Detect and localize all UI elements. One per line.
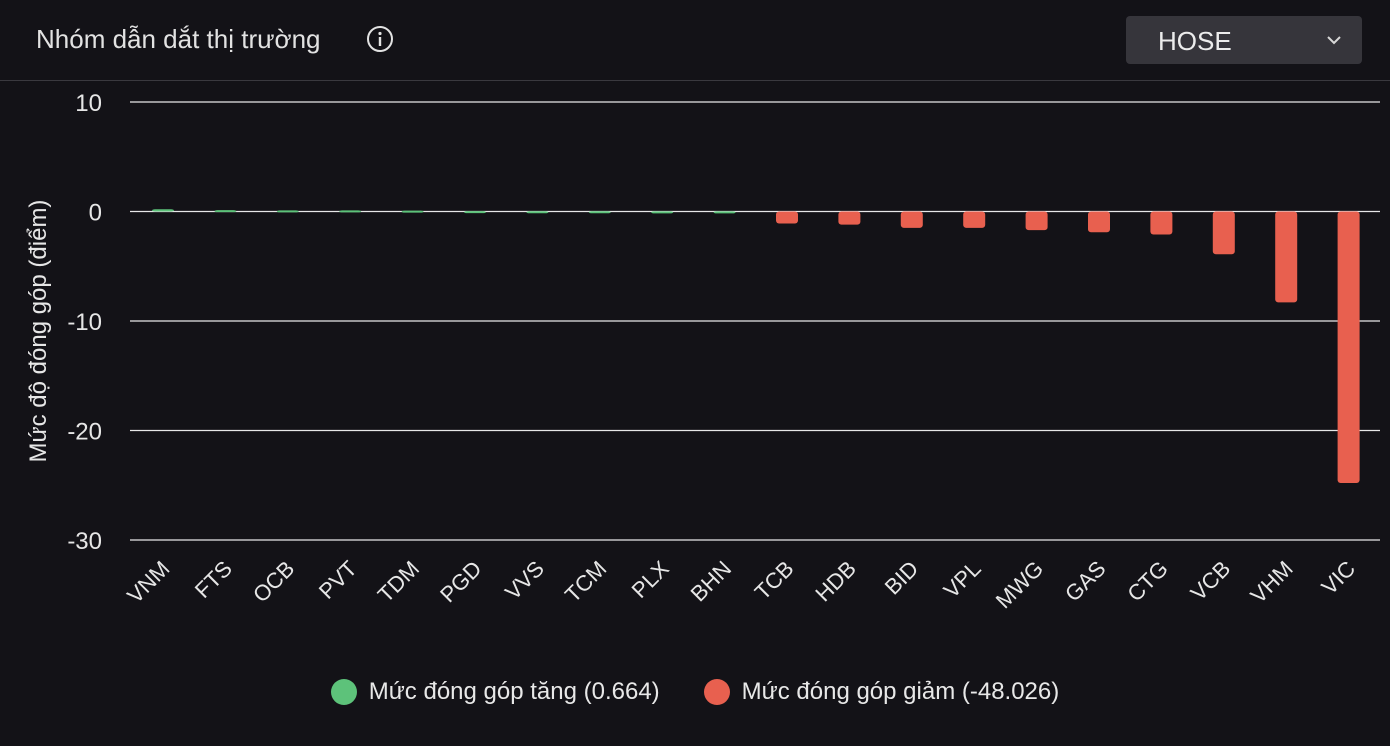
y-axis-label: Mức độ đóng góp (điểm) — [25, 200, 52, 463]
exchange-select[interactable]: HOSE — [1126, 16, 1362, 64]
increase-bar-ocb — [276, 210, 299, 213]
x-tick-label: VIC — [1317, 556, 1361, 600]
legend-item[interactable]: Mức đóng góp giảm (-48.026) — [703, 678, 1060, 706]
x-tick-label: BID — [880, 556, 924, 600]
x-tick-label: MWG — [991, 556, 1048, 613]
increase-bar-vnm — [152, 209, 174, 212]
x-tick-label: BHN — [686, 556, 737, 607]
decrease-bar-mwg — [1025, 211, 1048, 231]
increase-bar-fts — [214, 210, 237, 213]
x-tick-label: PVT — [314, 556, 362, 604]
legend-item[interactable]: Mức đóng góp tăng (0.664) — [330, 678, 660, 706]
decrease-bar-bid — [900, 211, 923, 228]
y-tick-label: -30 — [67, 528, 102, 555]
decrease-bar-vic — [1337, 211, 1360, 484]
chart-title: Nhóm dẫn dắt thị trường — [36, 24, 321, 54]
legend-label: Mức đóng góp giảm (-48.026) — [741, 678, 1060, 705]
decrease-bar-vcb — [1212, 211, 1235, 255]
bar-chart: 10 0 -10 -20 -30 Mức độ đóng góp (điểm) VNM FTS… — [25, 90, 1380, 613]
decrease-bar-ctg — [1150, 211, 1173, 235]
legend-marker — [330, 679, 357, 705]
x-tick-label: VNM — [122, 556, 174, 608]
chart-legend: Mức đóng góp tăng (0.664) Mức đóng góp gi… — [0, 674, 1390, 710]
x-tick-label: HDB — [810, 556, 861, 607]
y-tick-label: -20 — [67, 419, 102, 446]
chevron-down-icon — [1327, 36, 1341, 45]
decrease-bar-gas — [1088, 211, 1110, 233]
decrease-bar-vpl — [963, 211, 986, 228]
x-tick-label: VPL — [939, 556, 986, 603]
y-tick-label: 0 — [89, 200, 102, 227]
increase-bar-vvs — [526, 211, 549, 214]
x-tick-label: OCB — [248, 556, 299, 607]
legend-marker — [703, 679, 730, 705]
decrease-bar-tcb — [776, 211, 798, 224]
exchange-select-value: HOSE — [1158, 26, 1232, 56]
increase-bar-bhn — [713, 211, 736, 214]
chart-header: Nhóm dẫn dắt thị trường HOSE — [0, 0, 1390, 81]
x-tick-label: TCM — [560, 556, 611, 607]
x-tick-label: FTS — [190, 556, 237, 603]
increase-bar-pvt — [339, 210, 362, 213]
y-tick-label: -10 — [67, 309, 102, 336]
x-tick-label: PLX — [627, 556, 674, 603]
x-tick-label: TCB — [750, 556, 799, 605]
increase-bar-plx — [651, 211, 674, 214]
increase-bar-tdm — [401, 210, 424, 213]
x-tick-label: VCB — [1186, 556, 1236, 606]
x-tick-label: GAS — [1060, 556, 1111, 607]
increase-bar-tcm — [588, 211, 611, 214]
legend-label: Mức đóng góp tăng (0.664) — [368, 678, 660, 705]
x-tick-label: VHM — [1245, 556, 1297, 608]
x-tick-label: PGD — [435, 556, 486, 607]
x-tick-label: VVS — [500, 556, 549, 605]
decrease-bar-vhm — [1275, 211, 1298, 303]
x-tick-label: TDM — [373, 556, 424, 607]
increase-bar-pgd — [464, 211, 486, 214]
decrease-bar-hdb — [838, 211, 861, 225]
info-icon[interactable] — [366, 25, 394, 53]
y-tick-label: 10 — [75, 90, 102, 117]
x-tick-label: CTG — [1122, 556, 1173, 607]
